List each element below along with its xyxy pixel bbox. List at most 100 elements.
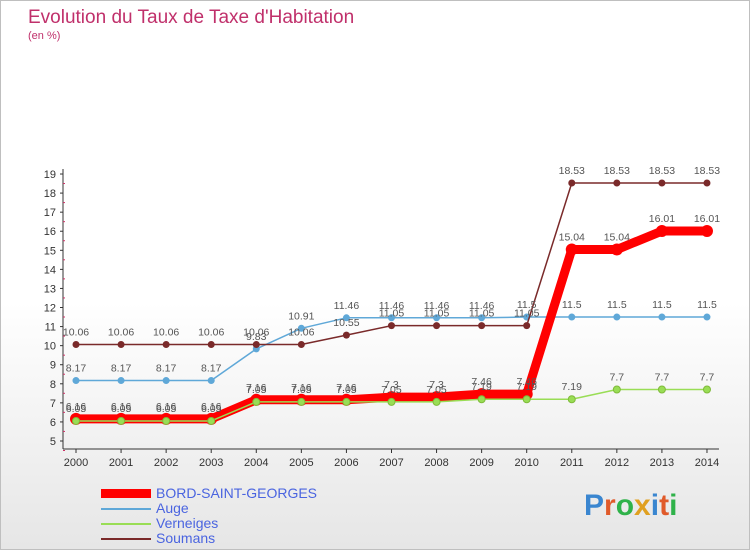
data-label: 10.55 — [333, 317, 359, 329]
y-tick-label: 7 — [50, 398, 56, 410]
data-point — [252, 397, 261, 406]
data-label: 7.19 — [516, 381, 537, 393]
data-point — [478, 314, 486, 322]
data-label: 7.3 — [384, 379, 399, 391]
y-tick-label: 18 — [44, 188, 56, 200]
data-point — [387, 314, 395, 322]
data-point — [703, 313, 711, 321]
y-tick-label: 14 — [44, 264, 56, 276]
y-tick-label: 10 — [44, 341, 56, 353]
data-point — [568, 179, 576, 187]
data-label: 11.5 — [607, 299, 627, 311]
x-tick-label: 2000 — [64, 457, 88, 469]
data-label: 8.17 — [66, 363, 87, 375]
data-label: 6.16 — [201, 401, 222, 413]
data-point — [207, 416, 216, 425]
data-point — [342, 397, 351, 406]
data-point — [72, 341, 80, 349]
data-label: 6.05 — [66, 403, 87, 415]
data-point — [702, 385, 711, 394]
x-tick-label: 2009 — [469, 457, 493, 469]
x-tick-label: 2006 — [334, 457, 358, 469]
data-label: 18.53 — [649, 165, 675, 177]
data-point — [117, 341, 125, 349]
data-point — [478, 322, 486, 330]
data-point — [567, 395, 576, 404]
data-label: 11.05 — [469, 308, 495, 320]
data-point — [117, 416, 126, 425]
data-label: 6.05 — [201, 403, 222, 415]
data-label: 16.01 — [694, 213, 720, 225]
data-point — [658, 313, 666, 321]
data-point — [117, 377, 125, 385]
data-point — [657, 385, 666, 394]
legend-label: Soumans — [156, 530, 216, 546]
data-label: 7.16 — [246, 382, 267, 394]
data-label: 7.05 — [291, 384, 312, 396]
data-label: 7.16 — [336, 382, 357, 394]
data-label: 18.53 — [604, 165, 630, 177]
data-point — [565, 243, 578, 256]
data-point — [387, 322, 395, 330]
data-point — [72, 377, 80, 385]
data-label: 11.5 — [697, 299, 717, 311]
data-point — [658, 179, 666, 187]
x-tick-label: 2011 — [560, 457, 584, 469]
data-label: 10.06 — [288, 327, 314, 339]
y-tick-label: 11 — [45, 322, 56, 334]
data-point — [432, 397, 441, 406]
data-point — [477, 395, 486, 404]
data-point — [72, 416, 80, 425]
data-label: 11.05 — [379, 308, 405, 320]
data-label: 10.06 — [63, 327, 89, 339]
x-tick-label: 2003 — [199, 457, 223, 469]
data-label: 18.53 — [559, 165, 585, 177]
data-point — [613, 179, 621, 187]
data-point — [252, 341, 260, 349]
data-point — [523, 322, 531, 330]
data-label: 11.5 — [517, 299, 537, 311]
data-label: 6.16 — [156, 401, 177, 413]
data-point — [207, 341, 215, 349]
data-point — [387, 397, 396, 406]
data-point — [613, 313, 621, 321]
x-tick-label: 2008 — [424, 457, 448, 469]
data-label: 11.05 — [514, 308, 540, 320]
data-label: 8.17 — [201, 363, 222, 375]
data-label: 6.16 — [111, 401, 132, 413]
data-point — [655, 225, 668, 238]
data-label: 11.46 — [424, 300, 450, 312]
data-label: 7.05 — [336, 384, 357, 396]
data-label: 10.06 — [108, 327, 134, 339]
data-point — [568, 313, 576, 321]
data-label: 15.04 — [559, 232, 585, 244]
legend-label: Auge — [156, 500, 189, 516]
y-tick-label: 13 — [44, 283, 56, 295]
data-point — [700, 225, 713, 238]
data-label: 11.46 — [469, 300, 495, 312]
data-point — [612, 385, 621, 394]
data-label: 7.19 — [562, 381, 583, 393]
data-label: 7.7 — [700, 372, 715, 384]
data-label: 11.46 — [334, 300, 360, 312]
data-label: 7.05 — [381, 384, 402, 396]
x-tick-label: 2014 — [695, 457, 719, 469]
data-point — [522, 395, 531, 404]
data-point — [162, 341, 170, 349]
data-label: 7.7 — [610, 372, 625, 384]
data-label: 7.05 — [246, 384, 267, 396]
y-tick-label: 15 — [44, 245, 56, 257]
proxiti-logo: Proxiti — [584, 489, 678, 522]
legend-swatch — [101, 508, 151, 510]
x-tick-label: 2001 — [109, 457, 133, 469]
data-label: 8.17 — [156, 363, 177, 375]
data-label: 7.16 — [291, 382, 312, 394]
data-label: 8.17 — [111, 363, 132, 375]
legend-swatch — [101, 523, 151, 525]
data-point — [297, 324, 305, 332]
data-label: 7.3 — [429, 379, 444, 391]
x-tick-label: 2005 — [289, 457, 313, 469]
y-tick-label: 12 — [44, 303, 56, 315]
x-tick-label: 2013 — [650, 457, 674, 469]
